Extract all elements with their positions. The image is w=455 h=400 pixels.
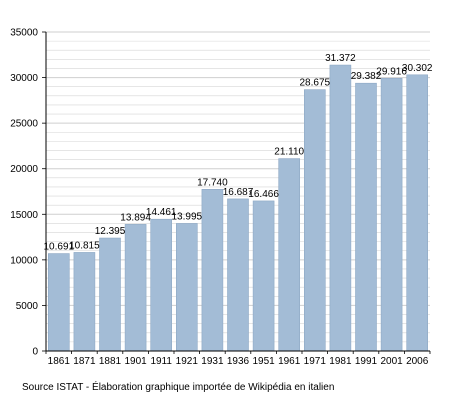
x-tick-1931: 1931	[201, 356, 224, 367]
y-tick-30000: 30000	[10, 73, 38, 84]
bar-1936	[227, 198, 249, 352]
bar-1931	[201, 189, 224, 352]
x-tick-1936: 1936	[227, 356, 250, 367]
x-tick-1991: 1991	[355, 356, 378, 367]
y-tick-10000: 10000	[10, 255, 38, 266]
x-tick-1911: 1911	[150, 356, 172, 367]
bar-1901	[124, 224, 147, 352]
y-tick-5000: 5000	[16, 301, 39, 312]
bar-1871	[73, 252, 96, 352]
axes	[42, 31, 431, 354]
x-tick-1861: 1861	[48, 356, 71, 367]
y-tick-20000: 20000	[10, 164, 38, 175]
data-label-1901: 13.894	[120, 212, 151, 223]
source-note: Source ISTAT - Élaboration graphique imp…	[22, 382, 335, 393]
y-tick-labels: 0 5000 10000 15000 20000 25000 30000 35000	[10, 28, 38, 358]
x-tick-1951: 1951	[252, 356, 275, 367]
data-label-1991: 29.382	[351, 71, 382, 82]
bar-1951	[252, 200, 275, 352]
y-tick-15000: 15000	[10, 210, 38, 221]
data-label-1951: 16.466	[248, 189, 279, 200]
x-tick-1921: 1921	[176, 356, 199, 367]
bar-1921	[176, 223, 198, 352]
bar-1961	[278, 158, 300, 352]
x-tick-2006: 2006	[406, 356, 429, 367]
x-tick-1971: 1971	[304, 356, 327, 367]
data-label-1981: 31.372	[325, 53, 356, 64]
y-tick-35000: 35000	[10, 28, 38, 39]
data-label-1971: 28.675	[300, 78, 331, 89]
data-label-1911: 14.461	[146, 207, 177, 218]
data-label-1936: 16.687	[223, 187, 254, 198]
data-label-1881: 12.395	[95, 226, 126, 237]
x-tick-1961: 1961	[278, 356, 301, 367]
data-label-1861: 10.691	[44, 242, 75, 253]
y-tick-0: 0	[32, 347, 38, 358]
x-tick-labels: 1861 1871 1881 1901 1911 1921 1931 1936 1951 1961…	[48, 356, 429, 367]
bar-1971	[304, 89, 326, 352]
data-label-2006: 30.302	[402, 63, 433, 74]
bar-1981	[329, 64, 352, 352]
bars	[48, 64, 428, 352]
bar-1911	[150, 218, 172, 352]
x-tick-1871: 1871	[73, 356, 96, 367]
y-tick-25000: 25000	[10, 119, 38, 130]
data-label-1871: 10.815	[69, 240, 100, 251]
data-label-1961: 21.110	[274, 147, 304, 158]
x-tick-1901: 1901	[124, 356, 147, 367]
data-label-1931: 17.740	[197, 177, 228, 188]
x-tick-2001: 2001	[380, 356, 403, 367]
bar-1991	[355, 82, 377, 352]
data-label-2001: 29.916	[376, 66, 407, 77]
bar-1881	[99, 237, 121, 352]
x-tick-1881: 1881	[99, 356, 122, 367]
bar-1861	[48, 253, 70, 352]
bar-2006	[406, 74, 428, 352]
x-tick-1981: 1981	[329, 356, 352, 367]
bar-2001	[380, 78, 403, 352]
data-label-1921: 13.995	[172, 211, 203, 222]
